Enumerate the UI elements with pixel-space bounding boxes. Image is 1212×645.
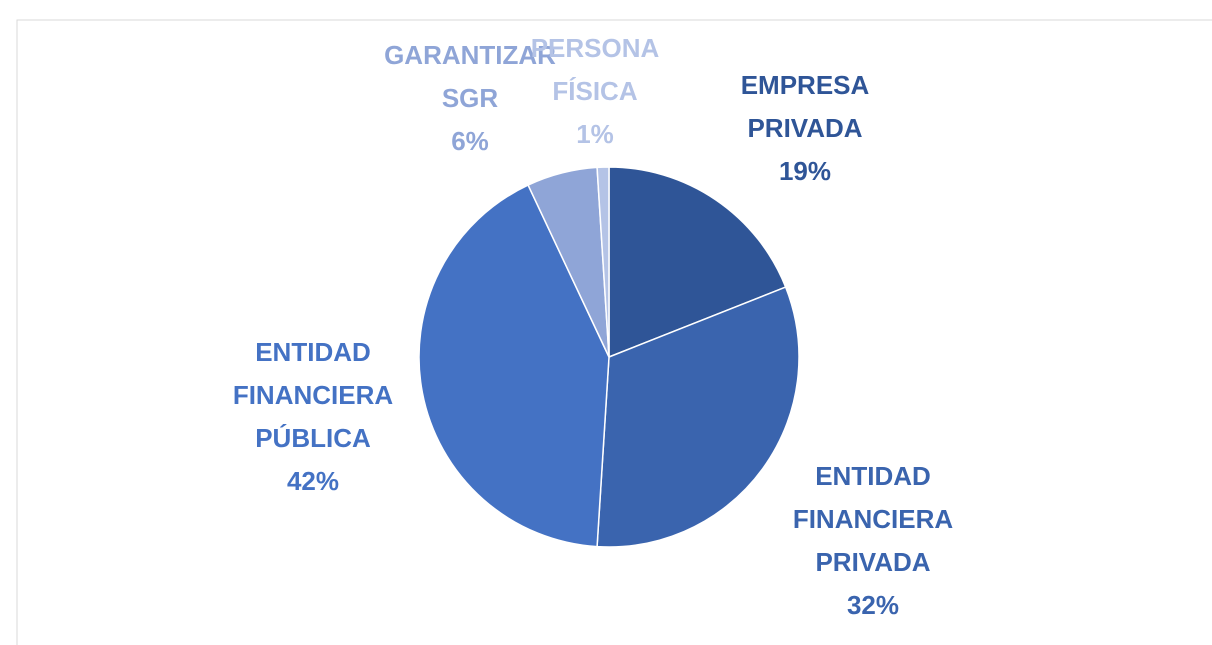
slice-label: EMPRESA PRIVADA 19% — [705, 64, 905, 193]
slice-label: ENTIDAD FINANCIERA PÚBLICA 42% — [213, 331, 413, 503]
slice-label: ENTIDAD FINANCIERA PRIVADA 32% — [773, 455, 973, 627]
pie-slice — [596, 166, 610, 358]
slice-label: PERSONA FÍSICA 1% — [520, 27, 670, 156]
pie-slice — [418, 184, 610, 548]
category-label: ENTIDAD FINANCIERA PÚBLICA — [232, 337, 394, 453]
value-label: 6% — [451, 126, 489, 156]
chart-frame — [16, 19, 1212, 645]
category-label: PERSONA FÍSICA — [530, 33, 660, 106]
pie-slice — [608, 166, 787, 359]
value-label: 19% — [778, 156, 832, 186]
category-label: EMPRESA PRIVADA — [740, 70, 870, 143]
category-label: ENTIDAD FINANCIERA PRIVADA — [792, 461, 954, 577]
value-label: 42% — [286, 466, 340, 496]
value-label: 1% — [576, 119, 614, 149]
category-label: GARANTIZAR SGR — [384, 40, 556, 113]
pie-slice — [596, 286, 800, 548]
slice-label: GARANTIZAR SGR 6% — [384, 34, 556, 163]
value-label: 32% — [846, 590, 900, 620]
